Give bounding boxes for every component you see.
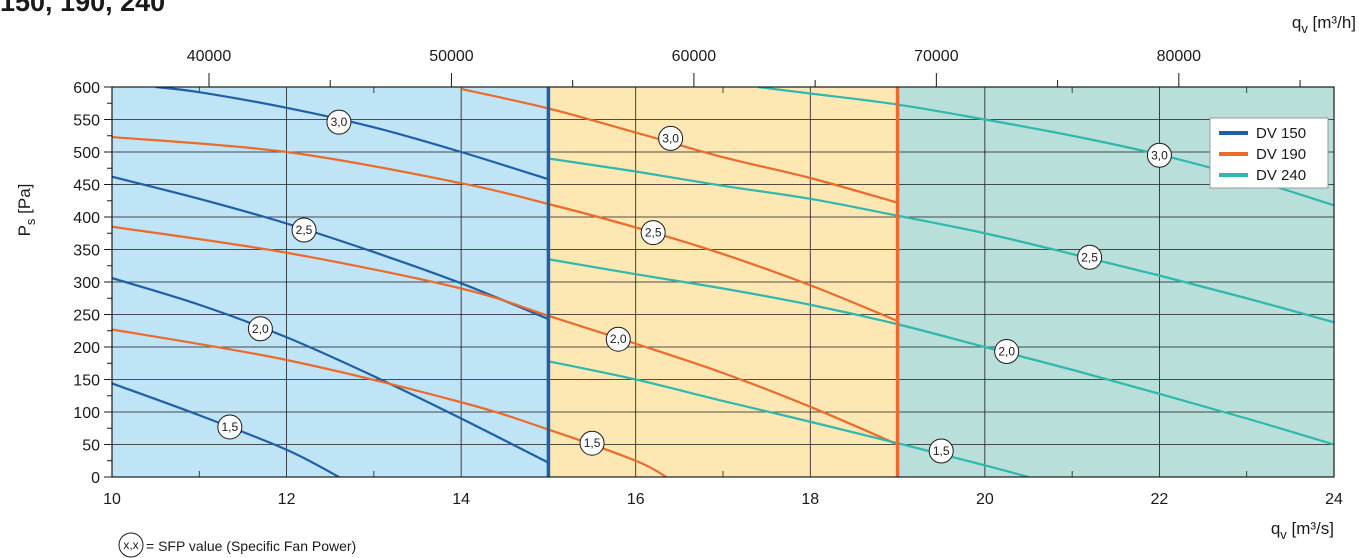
tick-label-x2: 50000 bbox=[429, 48, 474, 65]
sfp-marker bbox=[247, 316, 273, 342]
tick-label-y: 200 bbox=[73, 340, 100, 357]
tick-label-y: 600 bbox=[73, 80, 100, 97]
tick-label-y: 550 bbox=[73, 113, 100, 130]
x2-axis-title: qv [m³/h] bbox=[1292, 13, 1356, 36]
tick-label-y: 500 bbox=[73, 145, 100, 162]
curve-dv-190-sfp-2-0 bbox=[112, 225, 899, 446]
tick-label-y: 50 bbox=[82, 438, 100, 455]
tick-label-x2: 60000 bbox=[672, 48, 717, 65]
tick-label-x2: 70000 bbox=[914, 48, 959, 65]
footnote: x,x = SFP value (Specific Fan Power) bbox=[118, 532, 356, 558]
tick-label-x2: 40000 bbox=[187, 48, 232, 65]
tick-label-y: 350 bbox=[73, 243, 100, 260]
tick-label-x: 22 bbox=[1151, 491, 1169, 508]
tick-label-x: 12 bbox=[278, 491, 296, 508]
tick-label-x: 18 bbox=[801, 491, 819, 508]
sfp-label: 2,5 bbox=[1081, 250, 1098, 264]
tick-label-x2: 80000 bbox=[1157, 48, 1202, 65]
tick-label-y: 300 bbox=[73, 275, 100, 292]
sfp-marker bbox=[640, 220, 666, 246]
sfp-label: 2,0 bbox=[998, 345, 1015, 359]
limit-line-layer bbox=[546, 87, 900, 477]
sfp-marker bbox=[1077, 244, 1103, 270]
y-axis-title: Ps [Pa] bbox=[15, 184, 38, 237]
chart-title: 150, 190, 240 bbox=[0, 0, 166, 17]
sfp-label: 2,0 bbox=[610, 332, 627, 346]
sfp-marker bbox=[994, 339, 1020, 365]
legend-label: DV 240 bbox=[1256, 167, 1306, 184]
curve-dv-190-sfp-2-5 bbox=[112, 135, 898, 323]
sfp-marker bbox=[658, 125, 684, 151]
footnote-text: = SFP value (Specific Fan Power) bbox=[146, 538, 356, 554]
sfp-marker bbox=[1146, 142, 1172, 168]
tick-label-y: 100 bbox=[73, 405, 100, 422]
sfp-label: 1,5 bbox=[584, 436, 601, 450]
sfp-label: 2,5 bbox=[296, 223, 313, 237]
sfp-label: 2,5 bbox=[645, 226, 662, 240]
footnote-symbol: x,x bbox=[123, 538, 138, 552]
sfp-marker bbox=[291, 217, 317, 243]
tick-label-y: 400 bbox=[73, 210, 100, 227]
sfp-marker bbox=[605, 326, 631, 352]
sfp-label: 2,0 bbox=[252, 322, 269, 336]
sfp-marker bbox=[928, 438, 954, 464]
legend: DV 150 DV 190 DV 240 bbox=[1209, 117, 1329, 189]
tick-label-y: 450 bbox=[73, 178, 100, 195]
tick-label-x: 10 bbox=[103, 491, 121, 508]
sfp-label: 1,5 bbox=[933, 444, 950, 458]
curve-dv-150-sfp-2-5 bbox=[112, 175, 549, 321]
tick-label-x: 20 bbox=[976, 491, 994, 508]
tick-label-y: 250 bbox=[73, 308, 100, 325]
curve-dv-150-sfp-2-0 bbox=[112, 277, 549, 464]
tick-label-y: 0 bbox=[91, 470, 100, 487]
legend-label: DV 190 bbox=[1256, 146, 1306, 163]
footnote-marker bbox=[118, 532, 144, 558]
tick-label-x: 24 bbox=[1325, 491, 1343, 508]
tick-label-y: 150 bbox=[73, 373, 100, 390]
curve-dv-240-sfp-2-5 bbox=[548, 157, 1334, 324]
curve-dv-190-sfp-1-5 bbox=[112, 328, 667, 477]
curve-dv-240-sfp-2-0 bbox=[548, 258, 1334, 446]
axis-layer: 0 50 100 150 200 250 300 350 400 450 500 550 600 10 12… bbox=[15, 13, 1356, 542]
tick-label-x: 16 bbox=[627, 491, 645, 508]
curve-dv-240-sfp-1-5 bbox=[548, 360, 1029, 477]
sfp-label: 3,0 bbox=[331, 115, 348, 129]
sfp-label: 3,0 bbox=[662, 131, 679, 145]
sfp-marker bbox=[326, 109, 352, 135]
tick-label-x: 14 bbox=[452, 491, 470, 508]
x-axis-title: qv [m³/s] bbox=[1271, 519, 1334, 542]
sfp-label: 3,0 bbox=[1151, 148, 1168, 162]
legend-label: DV 150 bbox=[1256, 125, 1306, 142]
sfp-label: 1,5 bbox=[221, 420, 238, 434]
sfp-label-layer: 1,5 2,0 2,5 3,0 1,5 2,0 2,5 3,0 1,5 2,0 2,5 3,0 bbox=[217, 109, 1172, 464]
sfp-marker bbox=[217, 414, 243, 440]
sfp-marker bbox=[579, 430, 605, 456]
